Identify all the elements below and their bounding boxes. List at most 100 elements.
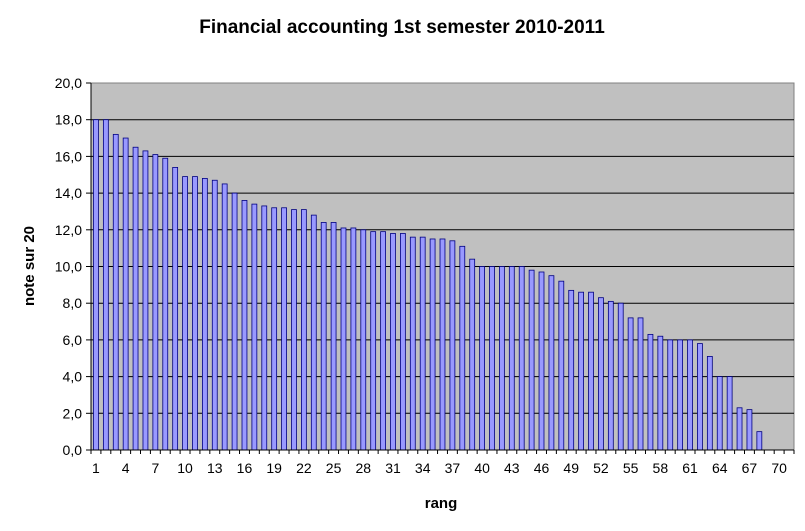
bar [192,176,198,451]
x-tick-label: 34 [415,460,431,476]
gridlines [91,119,794,414]
x-tick-label: 19 [266,460,282,476]
x-tick-label: 64 [712,460,728,476]
bar [93,119,99,451]
x-tick-label: 52 [593,460,609,476]
bar [588,291,594,451]
bar [657,335,664,451]
axes [86,82,795,454]
x-tick-label: 46 [534,460,550,476]
bar [370,231,377,451]
y-axis-title: note sur 20 [21,226,38,306]
y-tick-label: 6,0 [63,332,83,348]
bar [746,409,753,451]
x-tick-label: 16 [237,460,253,476]
bar [400,233,406,451]
y-tick-label: 16,0 [55,148,82,164]
y-tick-label: 10,0 [55,259,82,275]
bar [291,209,297,451]
bar [449,240,456,451]
bar [736,407,743,451]
bar [706,356,713,451]
bar [518,266,525,451]
bar [598,297,604,451]
bar [162,157,169,451]
bar [261,205,268,451]
bar [677,339,684,451]
x-tick-label: 22 [296,460,312,476]
bar [300,209,307,451]
bar [538,271,545,451]
bar [271,207,278,451]
y-tick-label: 12,0 [55,222,82,238]
x-tick-label: 67 [742,460,758,476]
y-tick-label: 14,0 [55,185,82,201]
x-tick-label: 40 [474,460,490,476]
bar [340,227,347,451]
bar [607,300,614,451]
y-tick-label: 18,0 [55,112,82,128]
bar [469,258,476,451]
bar [102,119,109,451]
bar [231,192,238,451]
bar [221,183,228,451]
x-tick-labels: 1 4 7 10 13 16 19 22 25 28 31 34 37 40 43 46 49 52 55 58 61 6… [92,460,787,476]
y-tick-label: 0,0 [63,442,83,458]
bar [310,214,317,451]
bar [409,236,416,451]
x-tick-label: 70 [771,460,787,476]
bar [479,266,485,451]
bar [419,236,426,451]
bar [489,266,495,451]
bar [637,317,644,451]
bar [172,167,179,451]
bar [756,431,763,451]
x-tick-label: 1 [92,460,100,476]
bar [281,207,287,451]
bar [201,178,208,451]
bar [132,146,139,451]
x-tick-label: 7 [151,460,159,476]
bar [360,229,367,451]
bar [439,238,446,451]
x-tick-label: 4 [122,460,130,476]
bars [93,119,763,451]
x-tick-label: 61 [682,460,698,476]
bar [726,376,733,451]
bar [122,137,129,451]
bar [380,231,386,451]
bar [390,233,396,451]
bar [251,203,258,451]
bar [687,339,693,451]
x-tick-label: 43 [504,460,520,476]
bar [499,266,505,451]
bar [241,200,248,451]
y-tick-label: 20,0 [55,75,82,91]
bar [548,275,555,451]
bar [508,266,515,451]
x-tick-label: 37 [445,460,461,476]
y-tick-label: 4,0 [63,369,83,385]
bar [647,333,654,451]
bar [568,289,575,451]
bar [112,133,119,451]
bar [578,291,584,451]
x-tick-label: 31 [385,460,401,476]
bar [142,150,149,451]
x-tick-label: 13 [207,460,223,476]
bar [182,176,188,451]
bar [330,222,337,451]
bar [152,154,159,451]
bar [617,302,624,451]
bar [697,343,703,451]
y-tick-labels: 0,0 2,0 4,0 6,0 8,0 10,0 12,0 14,0 16,0 18,0 20,0 [55,75,82,458]
y-tick-label: 2,0 [63,405,83,421]
bar [350,227,357,451]
x-tick-label: 58 [653,460,669,476]
bar [459,245,466,451]
bar [627,317,634,451]
x-tick-label: 55 [623,460,639,476]
x-tick-label: 10 [177,460,193,476]
bar [528,269,535,451]
